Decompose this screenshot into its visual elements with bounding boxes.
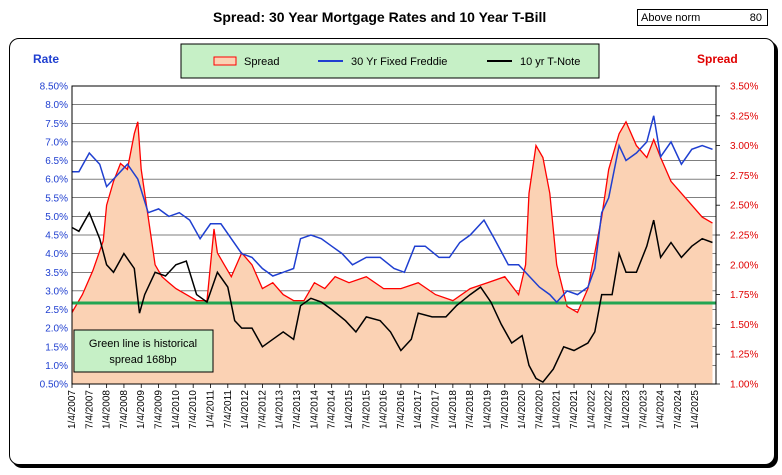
x-axis-ticks: 1/4/2007 7/4/2007 1/4/2008 7/4/2008 1/4/2009… xyxy=(67,384,701,429)
mortgage-rate-line xyxy=(72,115,713,304)
right-tick-label: 3.25% xyxy=(730,111,758,122)
right-tick-label: 2.25% xyxy=(730,231,758,242)
left-tick-label: 2.5% xyxy=(45,305,68,316)
right-tick-label: 2.75% xyxy=(730,171,758,182)
note-line-1: Green line is historical xyxy=(89,338,197,350)
x-tick-label: 1/4/2009 xyxy=(136,390,147,429)
x-tick-label: 7/4/2022 xyxy=(604,390,615,429)
x-tick-label: 7/4/2016 xyxy=(396,390,407,429)
legend-mortgage-label: 30 Yr Fixed Freddie xyxy=(351,56,447,68)
left-tick-label: 3.0% xyxy=(45,286,68,297)
right-tick-label: 2.00% xyxy=(730,260,758,271)
x-tick-label: 7/4/2015 xyxy=(361,390,372,429)
left-tick-label: 8.0% xyxy=(45,100,68,111)
legend-box xyxy=(180,43,600,79)
left-tick-label: 6.5% xyxy=(45,156,68,167)
x-tick-label: 1/4/2023 xyxy=(621,390,632,429)
legend-spread-label: Spread xyxy=(244,56,279,68)
left-tick-label: 8.50% xyxy=(40,82,68,93)
left-tick-label: 5.0% xyxy=(45,212,68,223)
spread-line xyxy=(71,120,713,314)
legend-spread-swatch xyxy=(213,56,237,66)
x-tick-label: 7/4/2010 xyxy=(188,390,199,429)
note-box: Green line is historical spread 168bp xyxy=(73,329,214,373)
x-tick-label: 1/4/2020 xyxy=(517,390,528,429)
right-tick-label: 3.00% xyxy=(730,141,758,152)
left-tick-label: 2.0% xyxy=(45,324,68,335)
x-tick-label: 7/4/2019 xyxy=(500,390,511,429)
x-tick-label: 1/4/2025 xyxy=(690,390,701,429)
x-tick-label: 7/4/2009 xyxy=(154,390,165,429)
right-tick-label: 1.25% xyxy=(730,350,758,361)
right-tick-label: 3.50% xyxy=(730,82,758,93)
x-tick-label: 7/4/2021 xyxy=(569,390,580,429)
left-tick-label: 7.5% xyxy=(45,119,68,130)
x-tick-label: 1/4/2007 xyxy=(67,390,78,429)
left-tick-label: 0.50% xyxy=(40,380,68,391)
left-tick-label: 1.0% xyxy=(45,361,68,372)
x-tick-label: 1/4/2008 xyxy=(102,390,113,429)
left-tick-label: 4.5% xyxy=(45,231,68,242)
x-tick-label: 1/4/2017 xyxy=(413,390,424,429)
left-tick-label: 5.5% xyxy=(45,193,68,204)
x-tick-label: 7/4/2014 xyxy=(327,390,338,429)
x-tick-label: 1/4/2022 xyxy=(586,390,597,429)
right-tick-label: 2.50% xyxy=(730,201,758,212)
chart-title: Spread: 30 Year Mortgage Rates and 10 Ye… xyxy=(213,9,547,25)
right-tick-label: 1.50% xyxy=(730,320,758,331)
x-tick-label: 1/4/2015 xyxy=(344,390,355,429)
x-tick-label: 7/4/2008 xyxy=(119,390,130,429)
x-tick-label: 1/4/2018 xyxy=(448,390,459,429)
x-tick-label: 1/4/2019 xyxy=(482,390,493,429)
x-tick-label: 7/4/2012 xyxy=(257,390,268,429)
above-norm-box: Above norm 80 xyxy=(637,9,768,26)
left-tick-label: 6.0% xyxy=(45,175,68,186)
x-tick-label: 7/4/2020 xyxy=(534,390,545,429)
x-tick-label: 1/4/2014 xyxy=(309,390,320,429)
left-tick-label: 7.0% xyxy=(45,137,68,148)
left-axis-ticks: 0.50% 1.0% 1.5% 2.0% 2.5% 3.0% 3.5% 4.0% 4.5% 5.0… xyxy=(40,82,68,391)
x-tick-label: 7/4/2023 xyxy=(638,390,649,429)
x-tick-label: 1/4/2012 xyxy=(240,390,251,429)
x-tick-label: 1/4/2010 xyxy=(171,390,182,429)
right-axis-label: Spread xyxy=(697,52,738,66)
left-tick-label: 1.5% xyxy=(45,342,68,353)
x-tick-label: 1/4/2011 xyxy=(205,390,216,429)
above-norm-label: Above norm xyxy=(641,12,701,24)
spread-area xyxy=(72,121,713,385)
note-line-2: spread 168bp xyxy=(109,354,176,366)
left-axis-label: Rate xyxy=(33,52,59,66)
x-tick-label: 1/4/2013 xyxy=(275,390,286,429)
x-tick-label: 1/4/2024 xyxy=(656,390,667,429)
legend-tnote-label: 10 yr T-Note xyxy=(520,56,580,68)
right-tick-label: 1.75% xyxy=(730,290,758,301)
x-tick-label: 7/4/2007 xyxy=(84,390,95,429)
x-tick-label: 7/4/2011 xyxy=(223,390,234,429)
right-axis-ticks: 1.00% 1.25% 1.50% 1.75% 2.00% 2.25% 2.50% 2.75%… xyxy=(730,82,758,391)
legend: Spread 30 Yr Fixed Freddie 10 yr T-Note xyxy=(180,43,600,79)
x-tick-label: 7/4/2013 xyxy=(292,390,303,429)
x-tick-label: 1/4/2016 xyxy=(379,390,390,429)
x-tick-label: 7/4/2024 xyxy=(673,390,684,429)
tnote-line xyxy=(71,210,713,384)
plot-border xyxy=(71,85,717,385)
x-tick-label: 1/4/2021 xyxy=(552,390,563,429)
above-norm-value: 80 xyxy=(749,12,762,24)
x-tick-label: 7/4/2017 xyxy=(431,390,442,429)
right-tick-label: 1.00% xyxy=(730,380,758,391)
left-tick-label: 3.5% xyxy=(45,268,68,279)
left-tick-label: 4.0% xyxy=(45,249,68,260)
x-tick-label: 7/4/2018 xyxy=(465,390,476,429)
